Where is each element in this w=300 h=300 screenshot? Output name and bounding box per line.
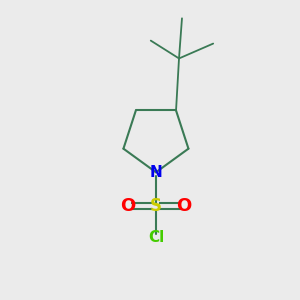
Text: N: N [150, 165, 162, 180]
Text: S: S [150, 197, 162, 215]
Text: Cl: Cl [148, 230, 164, 245]
Text: O: O [120, 197, 135, 215]
Text: O: O [177, 197, 192, 215]
